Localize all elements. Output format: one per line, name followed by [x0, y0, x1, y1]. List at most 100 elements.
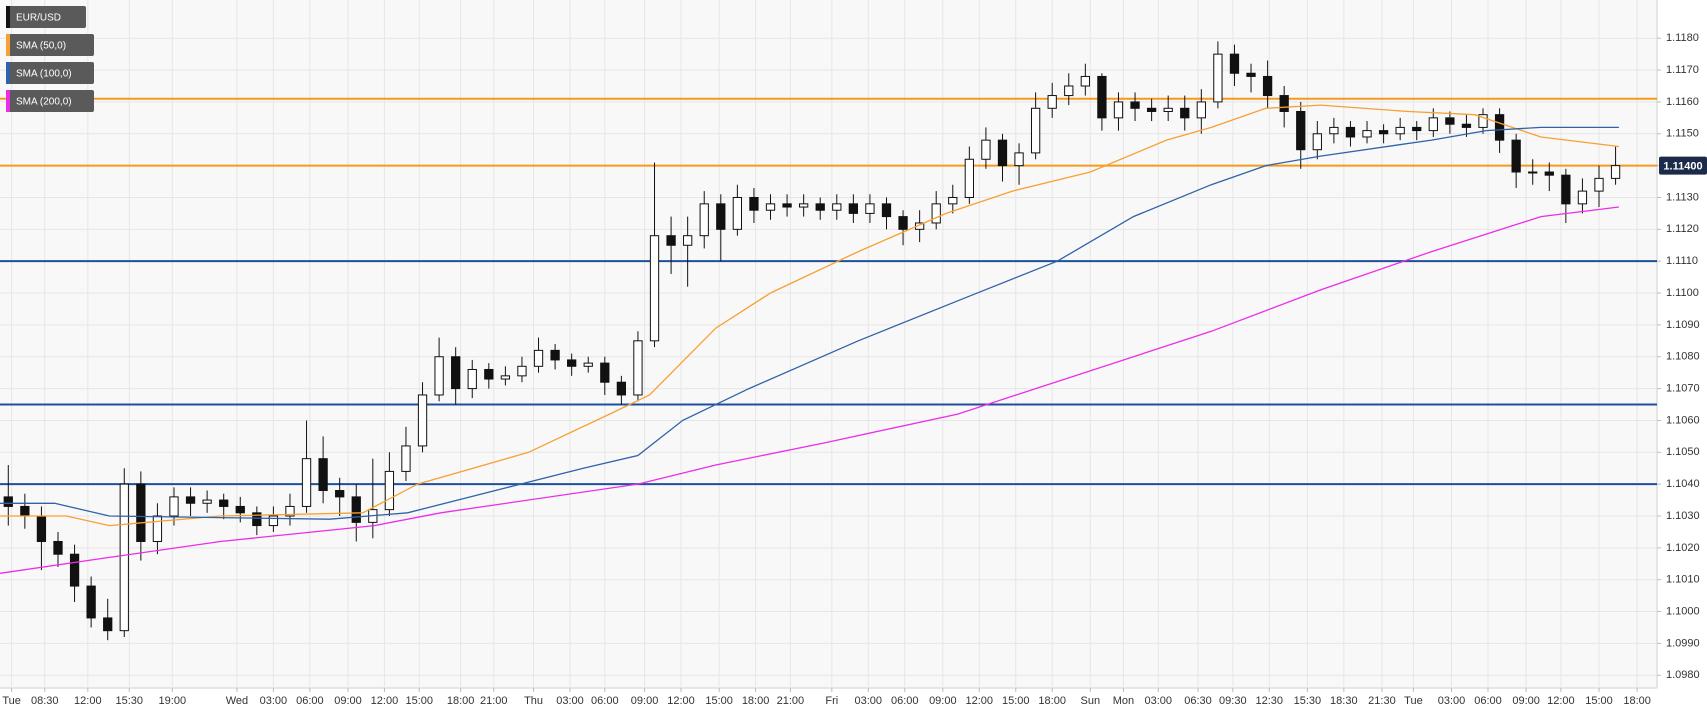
candle-body — [633, 340, 643, 396]
legend-box — [6, 62, 94, 84]
candle-body — [434, 356, 444, 396]
candle-body — [185, 496, 196, 504]
y-tick-label: 1.0980 — [1666, 669, 1700, 681]
candle-body — [981, 139, 991, 160]
x-tick-label: Mon — [1113, 695, 1134, 707]
x-tick-label: Tue — [1404, 695, 1423, 707]
x-tick-label: 09:00 — [631, 695, 659, 707]
price-tag — [1659, 156, 1707, 175]
x-tick-label: Tue — [2, 695, 21, 707]
x-tick-label: 18:30 — [1330, 695, 1358, 707]
y-tick-label: 1.1020 — [1666, 542, 1700, 554]
candle-body — [152, 515, 163, 542]
candle-body — [1312, 133, 1322, 151]
x-tick-label: 03:00 — [556, 695, 584, 707]
candle-body — [484, 368, 494, 380]
x-tick-label: 21:00 — [777, 695, 805, 707]
candle-body — [964, 158, 974, 198]
candle-body — [318, 458, 328, 492]
candle-body — [451, 356, 461, 390]
x-tick-label: 06:00 — [891, 695, 919, 707]
legend-swatch — [6, 62, 10, 84]
x-tick-label: 03:00 — [1438, 695, 1466, 707]
candle-body — [1163, 107, 1173, 112]
x-tick-label: Sun — [1081, 695, 1101, 707]
candle-body — [1478, 114, 1488, 128]
x-tick-label: Fri — [825, 695, 838, 707]
price-tag-label: 1.11400 — [1663, 161, 1702, 173]
legend-box — [6, 90, 94, 112]
x-tick-label: 03:00 — [260, 695, 288, 707]
sma-line — [0, 104, 1619, 527]
candle-body — [1610, 165, 1621, 179]
candle-body — [1097, 75, 1107, 119]
candle-body — [136, 483, 146, 542]
y-tick-label: 1.1060 — [1666, 414, 1700, 426]
candle-body — [285, 505, 295, 517]
candle-body — [235, 505, 245, 514]
y-tick-label: 1.1000 — [1666, 605, 1700, 617]
candle-body — [1030, 107, 1041, 154]
y-tick-label: 1.1180 — [1666, 32, 1699, 44]
x-tick-label: 21:30 — [1368, 695, 1396, 707]
candle-body — [1428, 117, 1438, 132]
candle-body — [1494, 114, 1505, 141]
y-tick-label: 1.1050 — [1666, 446, 1700, 458]
candle-body — [1180, 107, 1190, 119]
candle-body — [69, 553, 80, 587]
candle-body — [1130, 101, 1140, 109]
candle-body — [1014, 152, 1024, 167]
x-tick-label: 19:00 — [159, 695, 187, 707]
candle-body — [666, 235, 676, 246]
candle-body — [600, 362, 610, 383]
x-tick-label: 15:00 — [705, 695, 733, 707]
candle-body — [533, 349, 544, 367]
candle-body — [1345, 126, 1356, 138]
x-tick-label: 18:00 — [1038, 695, 1066, 707]
candle-body — [931, 203, 941, 224]
candle-body — [301, 458, 312, 507]
candle-body — [1577, 190, 1588, 205]
y-tick-label: 1.1150 — [1666, 128, 1699, 140]
x-tick-label: 15:00 — [1585, 695, 1613, 707]
candle-body — [1296, 110, 1306, 151]
candle-body — [716, 203, 726, 230]
x-tick-label: 06:30 — [1184, 695, 1212, 707]
sma-line — [0, 126, 1619, 520]
y-tick-label: 1.1090 — [1666, 319, 1700, 331]
candle-body — [36, 515, 47, 542]
candle-body — [683, 235, 693, 246]
candle-body — [699, 203, 709, 237]
candle-body — [1378, 130, 1389, 135]
candle-body — [467, 368, 477, 390]
x-tick-label: 06:00 — [591, 695, 619, 707]
x-tick-label: 09:00 — [334, 695, 362, 707]
x-tick-label: 12:00 — [74, 695, 102, 707]
x-tick-label: 03:00 — [855, 695, 883, 707]
y-tick-label: 1.1030 — [1666, 510, 1700, 522]
y-tick-label: 1.1110 — [1666, 255, 1698, 267]
x-tick-label: 15:00 — [1002, 695, 1030, 707]
x-tick-label: 12:30 — [1255, 695, 1283, 707]
candle-body — [1511, 139, 1521, 173]
x-tick-label: Thu — [524, 695, 543, 707]
legend-label: SMA (100,0) — [16, 69, 72, 80]
x-tick-label: 09:30 — [1219, 695, 1247, 707]
candle-body — [832, 203, 842, 211]
candle-body — [799, 203, 809, 208]
x-tick-label: 08:30 — [31, 695, 59, 707]
y-tick-label: 1.1120 — [1666, 223, 1699, 235]
x-tick-label: 18:00 — [742, 695, 770, 707]
candle-body — [583, 362, 593, 367]
candle-body — [20, 505, 30, 517]
candle-body — [1395, 126, 1405, 135]
x-tick-label: 03:00 — [1144, 695, 1172, 707]
plot-background — [0, 0, 1657, 688]
candle-body — [500, 375, 511, 380]
candle-body — [1279, 95, 1289, 112]
candle-body — [1196, 101, 1206, 119]
legend-swatch — [6, 6, 10, 28]
x-tick-label: 15:30 — [115, 695, 143, 707]
x-tick-label: 21:00 — [480, 695, 508, 707]
